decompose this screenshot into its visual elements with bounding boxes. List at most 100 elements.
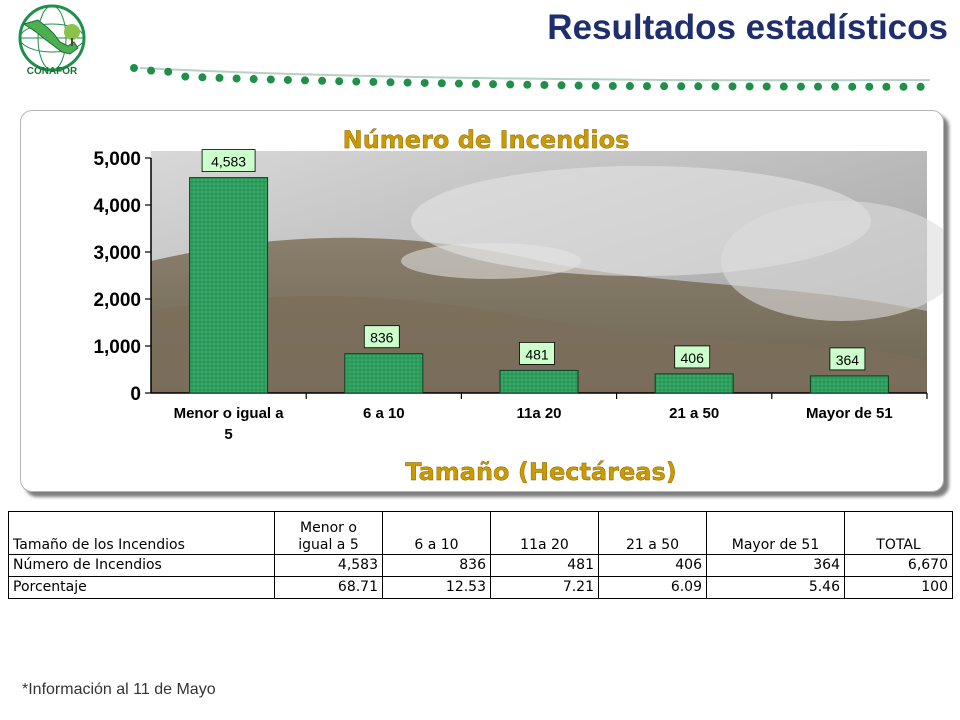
chart-axes: 0 1,000 2,000 3,000 4,000 5,000 Menor o igual … [93, 149, 928, 443]
decorative-dot [557, 81, 566, 90]
decorative-dot [215, 73, 224, 82]
decorative-dot [762, 82, 771, 91]
decorative-dot [198, 73, 207, 82]
decorative-dot [916, 82, 925, 91]
value-label-box [201, 149, 256, 172]
y-tick-label: 4,000 [93, 196, 141, 217]
table-header-cell: Mayor de 51 [706, 511, 845, 555]
decorative-dot [454, 79, 463, 88]
logo-text: CONAFOR [27, 66, 78, 77]
y-tick-label: 1,000 [93, 337, 141, 358]
y-tick-label: 0 [130, 384, 141, 405]
decorative-dot [574, 81, 583, 90]
table-header-cell: 21 a 50 [598, 511, 707, 555]
chart-title: Número de Incendios [343, 126, 630, 154]
decorative-dot [420, 78, 429, 87]
decorative-dot [506, 80, 515, 89]
decorative-dot [745, 82, 754, 91]
table-cell: 7.21 [490, 575, 599, 600]
bar [189, 177, 269, 394]
data-table: Tamaño de los Incendios Menor o igual a … [8, 511, 953, 600]
decorative-dot [882, 82, 891, 91]
decorative-dot [266, 75, 275, 84]
y-tick-label: 3,000 [93, 243, 141, 264]
decorative-dot [831, 82, 840, 91]
table-header-cell: Menor o igual a 5 [274, 511, 383, 555]
decorative-dot [369, 77, 378, 86]
decorative-dot [643, 82, 651, 91]
decorative-dot [608, 81, 617, 90]
value-label-box [363, 325, 400, 349]
decorative-dot [625, 82, 634, 91]
value-label-box [519, 341, 555, 365]
footnote: *Información al 11 de Mayo [22, 681, 216, 698]
conafor-logo: CONAFOR [18, 4, 86, 77]
decorative-dot [249, 75, 258, 84]
bar [344, 353, 424, 394]
table-cell: 5.46 [706, 575, 845, 600]
decorative-dot [899, 82, 908, 91]
decorative-dot [283, 75, 292, 84]
decorative-dot [779, 82, 788, 91]
decorative-dot [848, 82, 857, 91]
decorative-dot [711, 82, 720, 91]
value-label: 4,583 [211, 154, 246, 170]
table-cell: 6.09 [598, 575, 707, 600]
value-label: 481 [525, 346, 549, 362]
decorative-swoosh [139, 67, 931, 82]
decorative-dot [232, 74, 241, 83]
table-header-cell: 11a 20 [490, 511, 599, 555]
decorative-dot-line [130, 64, 931, 91]
bars [189, 177, 889, 394]
decorative-dot [130, 64, 138, 72]
table-header-cell: Tamaño de los Incendios [8, 511, 275, 555]
decorative-dot [694, 82, 703, 91]
decorative-dot [164, 67, 173, 76]
decorative-dot [335, 77, 344, 86]
decorative-dot [728, 82, 737, 91]
row-label: Número de Incendios [8, 553, 275, 577]
decorative-dot [403, 78, 412, 87]
x-tick-label: 6 a 10 [363, 405, 405, 422]
table-cell: 4,583 [274, 553, 383, 577]
bar [654, 373, 734, 394]
decorative-dot [540, 81, 549, 90]
decorative-dot [386, 78, 395, 87]
decorative-dot [147, 66, 156, 75]
decorative-dot [472, 79, 480, 88]
value-labels: 4,583 836 481 406 364 [201, 149, 866, 371]
table-header-cell: TOTAL [844, 511, 953, 555]
table-row: Número de Incendios 4,583 836 481 406 36… [8, 553, 953, 577]
table-row: Porcentaje 68.71 12.53 7.21 6.09 5.46 10… [8, 575, 953, 600]
decorative-dot [660, 82, 669, 91]
table-cell: 364 [706, 553, 845, 577]
y-tick-label: 2,000 [93, 290, 141, 311]
decorative-dot [352, 77, 361, 86]
table-cell: 100 [844, 575, 953, 600]
x-tick-label: Mayor de 51 [806, 405, 893, 422]
table-header-text: Menor o igual a 5 [298, 519, 359, 553]
decorative-dot [523, 80, 532, 89]
table-cell: 481 [490, 553, 599, 577]
value-label-box [674, 345, 711, 369]
decorative-dot [591, 81, 600, 90]
decorative-dot [437, 79, 446, 88]
decorative-dot [796, 82, 805, 91]
value-label: 364 [836, 352, 860, 368]
decorative-dot [301, 76, 309, 85]
bar [809, 375, 889, 394]
slide-title: Resultados estadísticos [547, 8, 948, 47]
value-label: 836 [370, 330, 394, 346]
bar-chart: 0 1,000 2,000 3,000 4,000 5,000 Menor o igual … [93, 126, 943, 486]
decorative-dot [489, 80, 498, 89]
decorative-dot [814, 82, 822, 91]
chart-panel: 0 1,000 2,000 3,000 4,000 5,000 Menor o igual … [20, 110, 944, 492]
x-tick-label: 11a 20 [516, 405, 561, 422]
x-axis-label: Tamaño (Hectáreas) [405, 458, 676, 486]
table-cell: 68.71 [274, 575, 383, 600]
decorative-dot [181, 72, 190, 81]
table-header-row: Tamaño de los Incendios Menor o igual a … [8, 511, 953, 555]
table-cell: 12.53 [382, 575, 491, 600]
table-cell: 6,670 [844, 553, 953, 577]
